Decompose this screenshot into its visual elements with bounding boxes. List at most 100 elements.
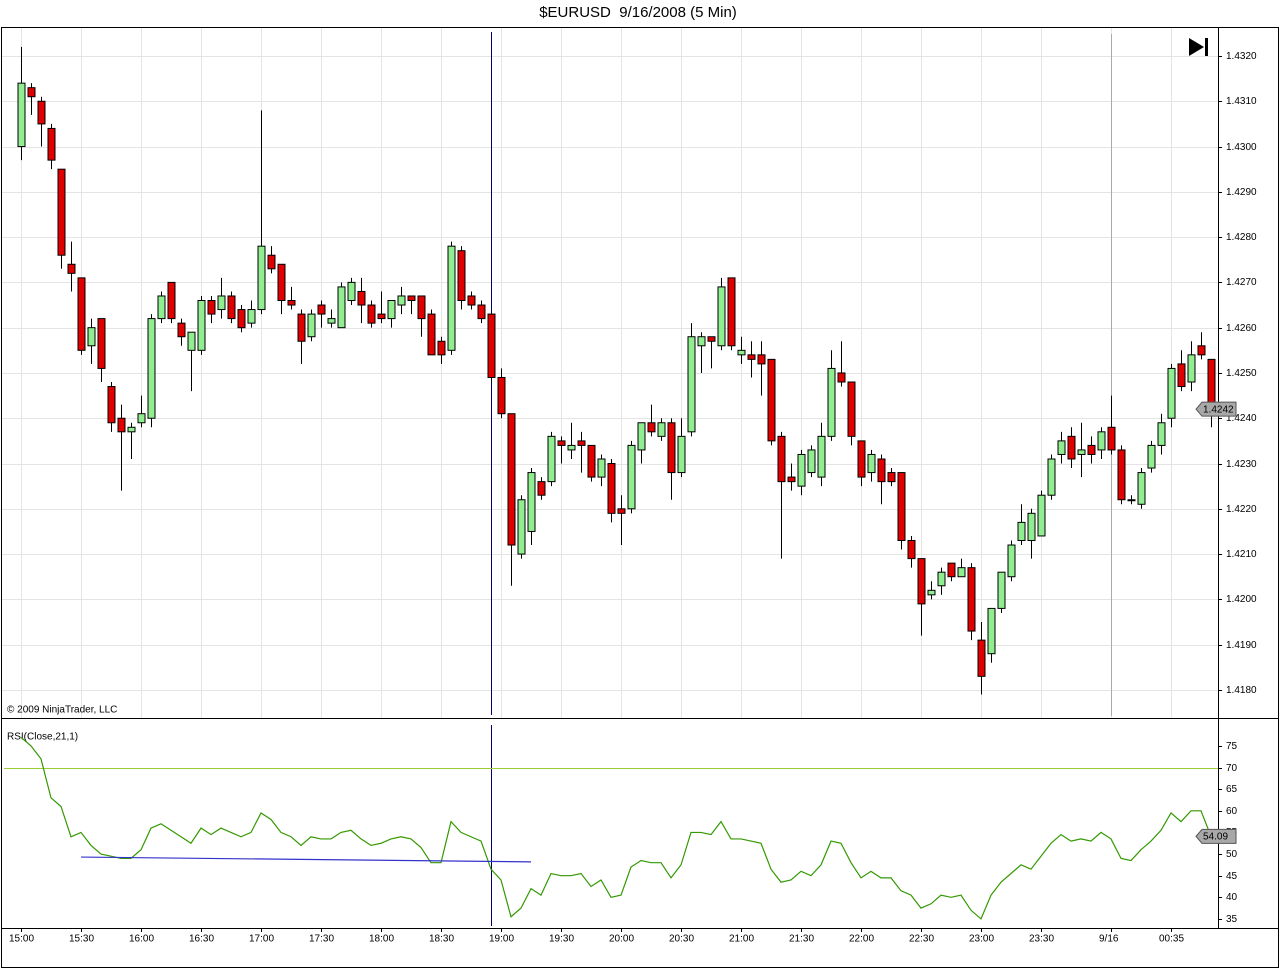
x-tick-label: 23:00 bbox=[969, 934, 994, 945]
candle-body bbox=[987, 607, 996, 655]
last-value-label: 54.09 bbox=[1203, 832, 1228, 843]
candle-body bbox=[137, 413, 146, 424]
x-tick-label: 9/16 bbox=[1099, 934, 1119, 945]
x-tick-label: 22:30 bbox=[909, 934, 934, 945]
candle-body bbox=[867, 453, 876, 474]
candle-body bbox=[157, 295, 166, 320]
candle-body bbox=[457, 250, 466, 302]
candle-body bbox=[647, 422, 656, 433]
candle-body bbox=[717, 286, 726, 347]
y-tick-label: 1.4210 bbox=[1226, 549, 1257, 560]
frame bbox=[1, 27, 1279, 968]
candle-body bbox=[1047, 458, 1056, 496]
candle-body bbox=[637, 422, 646, 451]
x-tick-label: 20:00 bbox=[609, 934, 634, 945]
candle-body bbox=[47, 127, 56, 161]
candle-body bbox=[247, 309, 256, 324]
candle-body bbox=[827, 367, 836, 437]
last-value-label: 1.4242 bbox=[1203, 404, 1234, 415]
candle-body bbox=[927, 589, 936, 596]
candle-body bbox=[1197, 345, 1206, 356]
candle-body bbox=[1167, 367, 1176, 419]
candle-body bbox=[577, 440, 586, 446]
candle-body bbox=[787, 476, 796, 483]
candle-body bbox=[737, 349, 746, 356]
candle-body bbox=[917, 558, 926, 605]
candle-body bbox=[147, 318, 156, 419]
x-tick-label: 21:30 bbox=[789, 934, 814, 945]
candle-body bbox=[277, 263, 286, 302]
y-tick-label: 45 bbox=[1226, 871, 1238, 882]
candle-body bbox=[67, 263, 76, 274]
candle-body bbox=[1007, 544, 1016, 578]
candle-body bbox=[1117, 449, 1126, 501]
candle-body bbox=[537, 481, 546, 496]
candle-body bbox=[817, 435, 826, 478]
candle-body bbox=[847, 381, 856, 437]
candle-body bbox=[757, 354, 766, 365]
y-tick-label: 1.4260 bbox=[1226, 323, 1257, 334]
candle-body bbox=[597, 458, 606, 478]
candle-body bbox=[857, 440, 866, 478]
indicator-label: RSI(Close,21,1) bbox=[7, 732, 78, 743]
candle-body bbox=[507, 413, 516, 546]
end-bar-icon[interactable] bbox=[1205, 38, 1208, 56]
x-tick-label: 16:30 bbox=[189, 934, 214, 945]
candle-body bbox=[617, 508, 626, 514]
y-tick-label: 50 bbox=[1226, 849, 1238, 860]
candle-body bbox=[997, 571, 1006, 609]
y-tick-label: 1.4300 bbox=[1226, 142, 1257, 153]
candle-body bbox=[1057, 440, 1066, 455]
trend-line bbox=[80, 856, 532, 863]
candle-body bbox=[547, 435, 556, 483]
candle-body bbox=[607, 463, 616, 514]
y-tick-label: 1.4220 bbox=[1226, 504, 1257, 515]
x-tick-label: 23:30 bbox=[1029, 934, 1054, 945]
x-tick-label: 19:30 bbox=[549, 934, 574, 945]
candle-body bbox=[707, 336, 716, 342]
candle-body bbox=[237, 309, 246, 329]
chart-title: $EURUSD 9/16/2008 (5 Min) bbox=[539, 4, 737, 21]
candle-body bbox=[1067, 435, 1076, 460]
candle-body bbox=[447, 245, 456, 351]
y-tick-label: 1.4270 bbox=[1226, 277, 1257, 288]
candle-body bbox=[467, 295, 476, 306]
candle-body bbox=[167, 281, 176, 320]
candle-body bbox=[657, 422, 666, 437]
y-tick-label: 1.4250 bbox=[1226, 368, 1257, 379]
x-tick-label: 17:00 bbox=[249, 934, 274, 945]
candle-body bbox=[517, 499, 526, 555]
candle-body bbox=[767, 358, 776, 442]
candle-body bbox=[1027, 512, 1036, 541]
x-tick-label: 17:30 bbox=[309, 934, 334, 945]
x-tick-label: 00:35 bbox=[1159, 934, 1184, 945]
candle-body bbox=[377, 313, 386, 320]
x-tick-label: 19:00 bbox=[489, 934, 514, 945]
candle-body bbox=[1097, 431, 1106, 451]
x-tick-label: 15:30 bbox=[69, 934, 94, 945]
y-tick-label: 60 bbox=[1226, 806, 1238, 817]
y-tick-label: 65 bbox=[1226, 784, 1238, 795]
candle-body bbox=[477, 304, 486, 320]
candle-body bbox=[117, 417, 126, 433]
candle-body bbox=[227, 295, 236, 320]
skip-to-end-button[interactable] bbox=[1189, 38, 1208, 56]
candle-body bbox=[497, 376, 506, 415]
candle-body bbox=[1177, 363, 1186, 388]
candle-body bbox=[27, 87, 36, 98]
x-tick-label: 18:00 bbox=[369, 934, 394, 945]
candle-body bbox=[387, 300, 396, 320]
candle-body bbox=[97, 318, 106, 369]
copyright: © 2009 NinjaTrader, LLC bbox=[7, 705, 117, 716]
play-icon[interactable] bbox=[1189, 38, 1204, 56]
candle-body bbox=[1137, 472, 1146, 505]
candle-body bbox=[327, 318, 336, 324]
candle-body bbox=[1127, 499, 1136, 502]
candle-body bbox=[187, 331, 196, 351]
x-tick-label: 16:00 bbox=[129, 934, 154, 945]
candle-body bbox=[1107, 426, 1116, 451]
y-tick-label: 1.4310 bbox=[1226, 96, 1257, 107]
candle-body bbox=[77, 277, 86, 351]
rsi-line bbox=[20, 736, 1212, 920]
candle-body bbox=[977, 639, 986, 677]
